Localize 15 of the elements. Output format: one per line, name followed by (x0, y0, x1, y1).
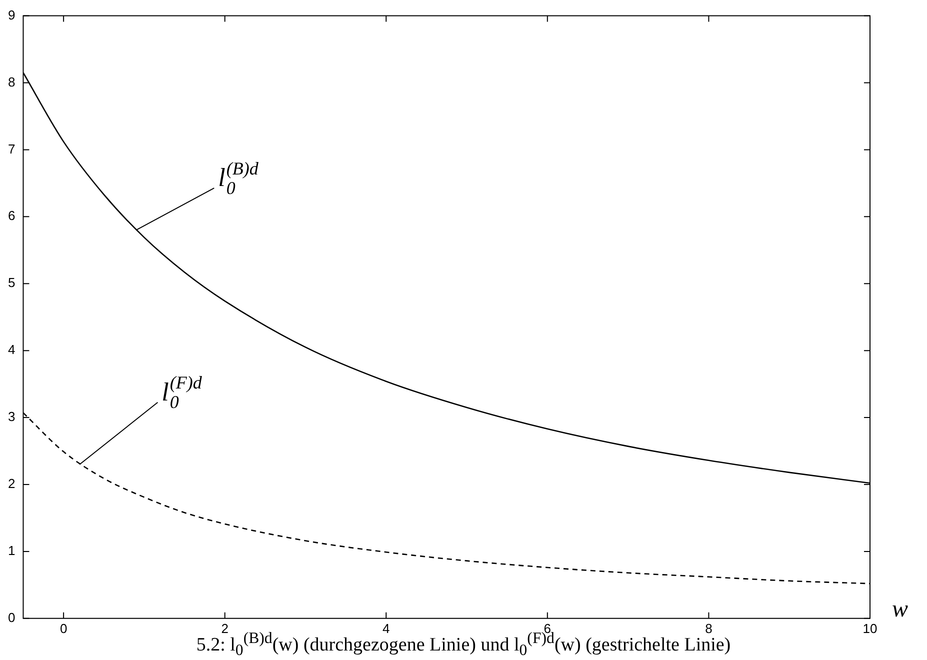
y-tick-label: 2 (8, 476, 16, 492)
y-tick-label: 5 (8, 275, 16, 290)
x-tick-label: 8 (705, 620, 712, 636)
x-axis-title: w (892, 596, 908, 622)
y-tick-label: 8 (8, 74, 16, 90)
x-tick-label: 0 (60, 620, 68, 636)
x-tick-label: 10 (862, 620, 878, 636)
y-tick-label: 0 (8, 610, 16, 625)
y-tick-label: 1 (8, 543, 16, 558)
y-tick-label: 9 (8, 7, 16, 22)
x-tick-label: 4 (382, 620, 390, 636)
y-tick-label: 6 (8, 208, 16, 224)
y-tick-label: 3 (8, 409, 16, 424)
y-tick-label: 4 (8, 342, 16, 358)
y-tick-label: 7 (8, 141, 16, 156)
